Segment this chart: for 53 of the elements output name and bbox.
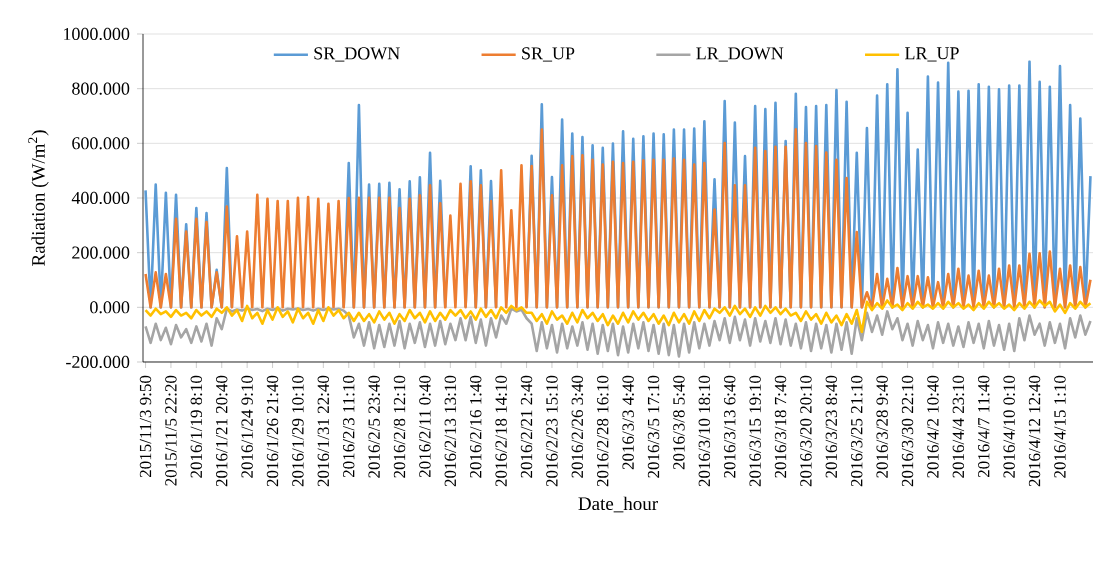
y-tick-label: 800.000 [72, 82, 130, 95]
x-tick-label: 2016/2/16 1:40 [470, 375, 482, 478]
x-tick-label: 2016/4/2 10:40 [927, 375, 939, 478]
x-tick-label: 2016/3/25 21:10 [851, 375, 863, 487]
x-tick-label: 2016/3/20 20:10 [800, 375, 812, 487]
x-tick-label: 2016/4/4 23:10 [952, 375, 965, 478]
x-tick-label: 2015/11/5 22:20 [165, 375, 177, 486]
x-tick-label: 2016/3/5 17:10 [647, 375, 660, 478]
x-tick-label: 2016/2/21 2:40 [520, 375, 533, 478]
line-series [144, 306, 1092, 358]
x-tick-label: 2016/2/18 14:10 [495, 375, 507, 487]
x-tick-label: 2016/2/8 12:10 [393, 375, 406, 478]
x-tick-label: 2016/1/24 9:10 [241, 375, 253, 478]
x-tick-label: 2016/2/11 0:40 [419, 375, 431, 478]
legend-label: SR_UP [522, 47, 575, 62]
x-tick-label: 2016/2/23 15:10 [546, 375, 558, 487]
x-tick-label: 2016/3/28 9:40 [876, 375, 888, 478]
y-tick-label: 0.000 [90, 301, 130, 314]
x-tick-label: 2016/2/13 13:10 [444, 375, 457, 487]
x-tick-label: 2016/2/3 11:10 [343, 375, 355, 478]
x-tick-label: 2016/1/26 21:40 [266, 375, 279, 487]
x-tick-label: 2016/2/26 3:40 [571, 375, 584, 478]
x-tick-label: 2016/1/21 20:40 [215, 375, 228, 487]
x-tick-label: 2016/1/19 8:10 [190, 375, 203, 478]
x-tick-label: 2016/3/23 8:40 [825, 375, 838, 478]
y-tick-label: 600.000 [72, 137, 130, 150]
line-series [144, 128, 1092, 309]
x-tick-label: 2016/3/30 22:10 [901, 375, 914, 487]
y-tick-label: -200.000 [66, 355, 130, 369]
x-tick-label: 2016/3/10 18:10 [698, 375, 711, 487]
x-tick-label: 2016/3/13 6:40 [724, 375, 736, 478]
x-axis-title: Date_hour [578, 496, 658, 513]
y-tick-label: 1000.000 [64, 27, 130, 41]
x-tick-label: 2016/3/8 5:40 [673, 375, 685, 470]
y-tick-label: 200.000 [72, 246, 130, 259]
x-tick-label: 2016/4/12 12:40 [1028, 375, 1041, 487]
x-tick-label: 2016/4/7 11:40 [978, 375, 990, 478]
x-tick-label: 2016/4/10 0:10 [1003, 375, 1015, 478]
x-tick-label: 2016/3/3 4:40 [622, 375, 634, 470]
x-tick-label: 2016/4/15 1:10 [1054, 375, 1066, 478]
line-series [144, 299, 1092, 334]
y-axis-title: Radiation (W/m$^{2}$) [28, 130, 49, 266]
x-tick-label: 2016/1/31 22:40 [317, 375, 330, 487]
x-tick-label: 2015/11/3 9:50 [139, 375, 152, 478]
y-tick-label: 400.000 [71, 191, 130, 205]
x-tick-label: 2016/2/28 16:10 [597, 375, 609, 487]
x-tick-label: 2016/2/5 23:40 [368, 375, 380, 478]
x-tick-label: 2016/3/15 19:10 [749, 375, 761, 487]
legend-label: SR_DOWN [314, 47, 400, 62]
legend-label: LR_DOWN [696, 47, 784, 62]
x-tick-label: 2016/1/29 10:10 [292, 375, 304, 487]
legend-label: LR_UP [905, 47, 959, 62]
x-tick-label: 2016/3/18 7:40 [774, 375, 787, 478]
